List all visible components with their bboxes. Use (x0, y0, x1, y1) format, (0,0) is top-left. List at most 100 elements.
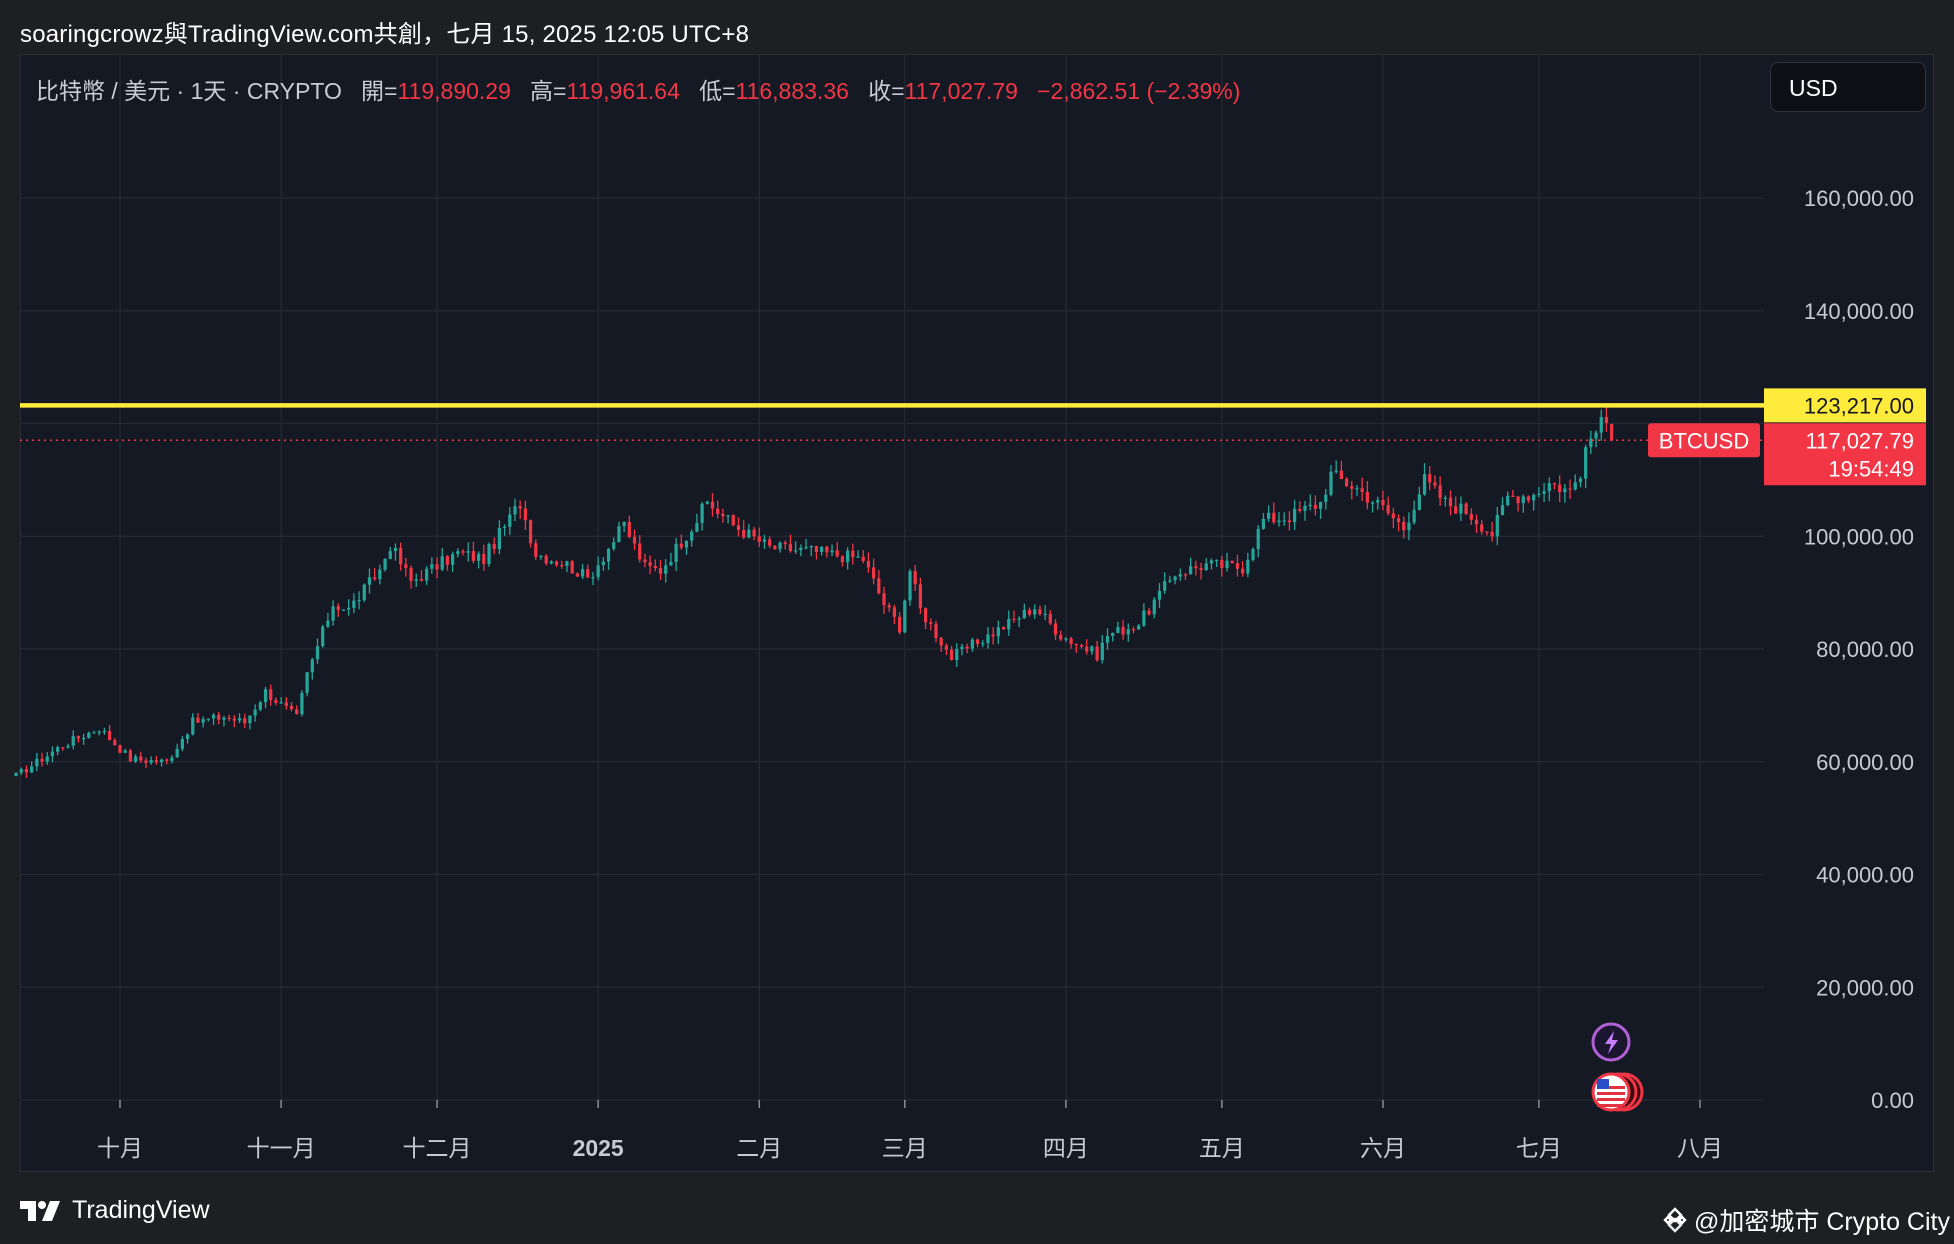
legend-low-label: 低= (699, 78, 736, 104)
candle-body (1220, 559, 1224, 568)
candle-body (897, 616, 902, 633)
candle-body (523, 508, 528, 521)
chart-header-title: soaringcrowz與TradingView.com共創，七月 15, 20… (20, 21, 750, 48)
candle-body (586, 569, 590, 578)
candle-body (456, 551, 460, 555)
candle-body (1085, 646, 1089, 652)
candle-body (549, 561, 553, 564)
chart-panel[interactable] (20, 54, 1934, 1172)
candle-body (492, 544, 496, 550)
y-tick-label: 140,000.00 (1804, 299, 1914, 324)
candle-body (726, 515, 730, 517)
candle-body (1381, 500, 1385, 506)
candle-body (773, 545, 777, 550)
candle-body (1547, 483, 1551, 492)
candle-body (986, 634, 990, 644)
x-tick-label: 二月 (736, 1135, 782, 1161)
candle-body (123, 750, 127, 753)
candle-body (118, 745, 122, 753)
candle-body (180, 738, 184, 749)
candle-body (1589, 438, 1593, 448)
candle-body (1204, 563, 1208, 571)
currency-button[interactable]: USD (1770, 62, 1926, 112)
candle-body (237, 718, 242, 721)
candle-body (955, 649, 959, 661)
candle-body (1017, 618, 1021, 620)
candle-body (1261, 518, 1266, 529)
candle-body (913, 571, 917, 585)
candle-body (554, 561, 559, 565)
candle-body (1225, 560, 1229, 568)
candle-body (731, 515, 735, 526)
candle-body (690, 531, 694, 541)
candle-body (918, 584, 923, 609)
axis-labels: 0.00 20,000.00 40,000.00 60,000.00 80,000.00… (97, 186, 1914, 1161)
candle-body (258, 702, 262, 710)
candle-body (820, 546, 824, 552)
candle-body (508, 514, 512, 527)
candle-body (284, 702, 288, 706)
candle-body (1043, 613, 1047, 616)
candle-body (196, 717, 200, 723)
candle-body (471, 551, 476, 561)
candle-body (565, 561, 569, 566)
candle-body (40, 758, 44, 762)
candle-body (762, 539, 767, 542)
candle-body (133, 756, 138, 762)
candle-body (638, 543, 642, 560)
candle-body (799, 547, 803, 551)
candle-body (1038, 609, 1042, 614)
candle-body (102, 731, 107, 733)
candle-body (1454, 506, 1458, 514)
candle-body (804, 547, 808, 549)
candle-body (30, 766, 34, 773)
candle-body (1308, 504, 1312, 506)
candle-body (461, 551, 465, 553)
candle-body (1111, 632, 1115, 636)
candle-body (1448, 497, 1453, 507)
candle-body (35, 758, 39, 767)
candle-body (1079, 645, 1084, 647)
candle-body (1256, 528, 1260, 550)
tradingview-logo[interactable]: TradingView (20, 1196, 210, 1225)
candle-body (846, 550, 850, 563)
candle-body (1267, 512, 1271, 519)
candle-body (1334, 470, 1338, 472)
candle-body (487, 544, 491, 564)
candle-body (1376, 500, 1380, 503)
y-tick-label: 160,000.00 (1804, 186, 1914, 211)
lightning-event-icon[interactable] (1591, 1022, 1631, 1062)
last-price-label: 117,027.79 (1806, 428, 1914, 453)
candle-body (1137, 625, 1141, 630)
candle-body (1053, 623, 1058, 635)
candle-body (1027, 609, 1032, 615)
candle-body (1178, 574, 1182, 577)
candle-body (970, 639, 974, 649)
us-flag-event-icon[interactable] (1591, 1072, 1644, 1112)
y-tick-label: 80,000.00 (1816, 637, 1914, 662)
candle-body (1048, 613, 1052, 624)
candle-body (92, 732, 96, 734)
candle-body (321, 626, 325, 647)
candle-body (1022, 609, 1026, 619)
candle-body (1391, 513, 1395, 519)
candle-body (19, 768, 23, 773)
candle-body (14, 772, 18, 776)
candle-body (362, 584, 366, 600)
symbol-tag[interactable] (1648, 423, 1760, 458)
candle-body (1090, 646, 1094, 652)
x-tick-label: 六月 (1360, 1135, 1406, 1161)
candle-body (1173, 576, 1177, 581)
candle-body (1230, 560, 1234, 564)
candle-body (451, 554, 455, 565)
candle-body (383, 558, 387, 570)
candle-body (570, 561, 574, 574)
candle-body (1313, 504, 1318, 509)
candle-body (1422, 474, 1427, 495)
candle-body (892, 607, 897, 617)
candle-body (1558, 484, 1562, 493)
candle-body (1578, 478, 1583, 483)
candle-body (1355, 488, 1359, 490)
candle-body (612, 542, 616, 549)
